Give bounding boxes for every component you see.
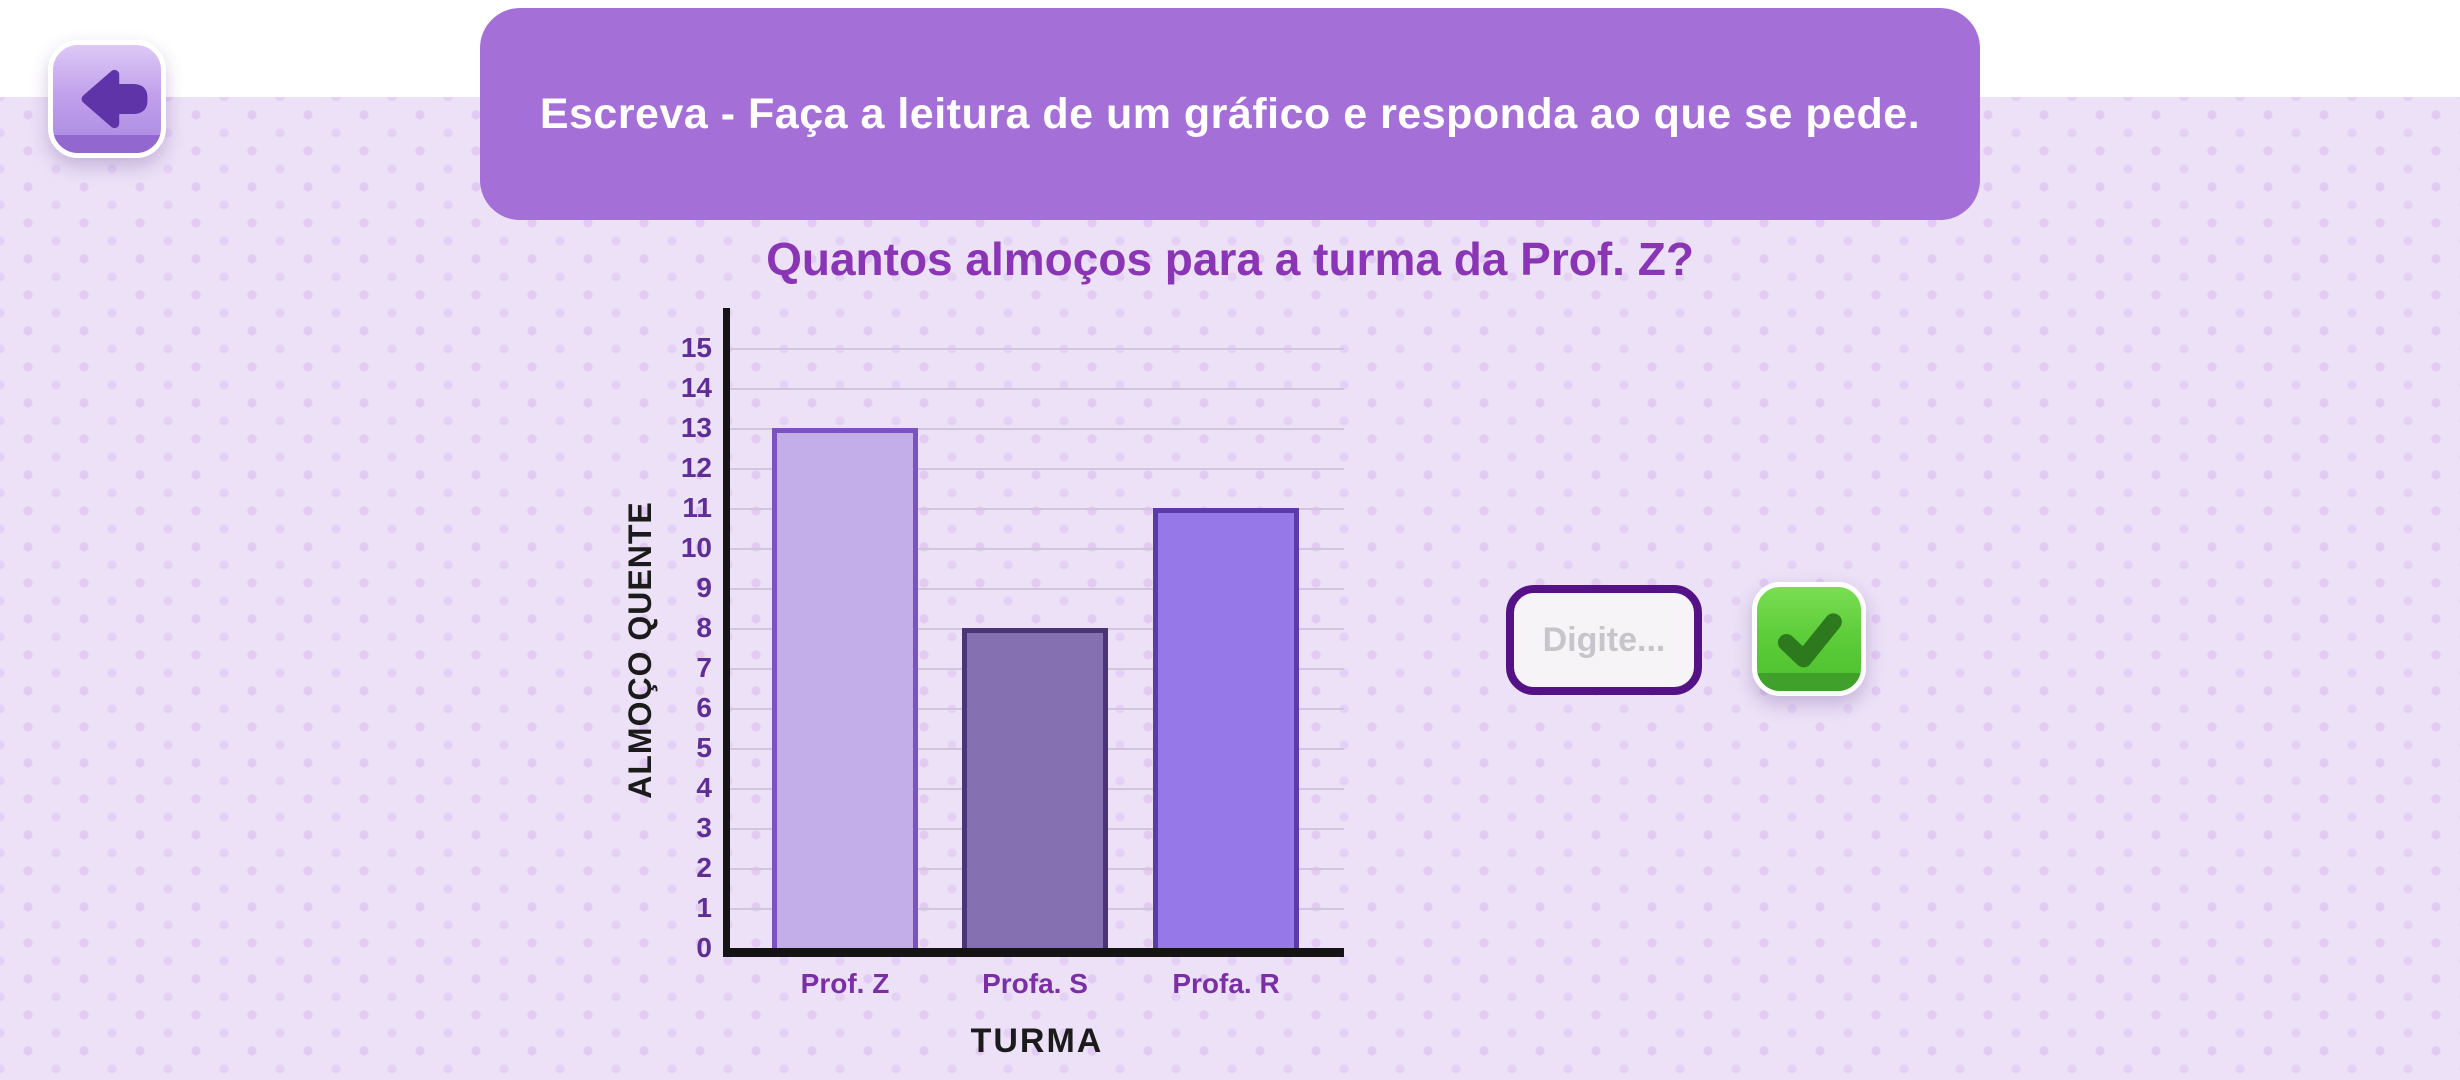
- gridline: [730, 548, 1344, 550]
- y-tick-label: 7: [696, 652, 712, 683]
- checkmark-icon: [1777, 613, 1842, 668]
- confirm-button-edge: [1757, 673, 1861, 691]
- x-category-label: Profa. S: [982, 968, 1088, 999]
- y-tick-label: 3: [696, 812, 712, 843]
- y-tick-label: 4: [696, 772, 712, 803]
- back-arrow-icon: [81, 69, 148, 129]
- y-tick-label: 6: [696, 692, 712, 723]
- gridline: [730, 388, 1344, 390]
- y-tick-label: 12: [680, 452, 712, 483]
- bar-chart: ALMOÇO QUENTE 0 1 2 3 4 5 6 7 8 9 10 11 12 13 14 15 Pro…: [622, 300, 1390, 1080]
- gridline: [730, 508, 1344, 510]
- answer-input[interactable]: [1506, 585, 1702, 695]
- gridline: [730, 348, 1344, 350]
- y-tick-label: 5: [696, 732, 712, 763]
- y-tick-label: 13: [680, 412, 712, 443]
- confirm-button[interactable]: [1752, 582, 1866, 696]
- y-tick-label: 0: [696, 932, 712, 963]
- question-title: Quantos almoços para a turma da Prof. Z?: [766, 233, 1694, 285]
- chart-bar-profa-s: [962, 628, 1108, 948]
- y-tick-label: 14: [680, 372, 712, 403]
- chart-bar-profa-r: [1153, 508, 1299, 948]
- gridline: [730, 588, 1344, 590]
- y-tick-label: 15: [680, 332, 712, 363]
- x-axis-label: TURMA: [970, 1022, 1104, 1060]
- x-category-label: Prof. Z: [800, 968, 890, 999]
- chart-bar-prof-z: [772, 428, 918, 948]
- y-tick-label: 10: [680, 532, 712, 563]
- gridline: [730, 428, 1344, 430]
- chart-plot-area: [723, 308, 1344, 957]
- instruction-text: Escreva - Faça a leitura de um gráfico e…: [539, 89, 1921, 138]
- y-tick-label: 8: [696, 612, 712, 643]
- back-button-edge: [53, 135, 161, 153]
- instruction-banner: Escreva - Faça a leitura de um gráfico e…: [480, 8, 1980, 220]
- y-tick-label: 1: [696, 892, 712, 923]
- y-tick-label: 11: [682, 492, 712, 523]
- gridline: [730, 468, 1344, 470]
- x-category-label: Profa. R: [1172, 968, 1280, 999]
- back-button[interactable]: [48, 40, 166, 158]
- y-tick-label: 9: [696, 572, 712, 603]
- y-tick-label: 2: [696, 852, 712, 883]
